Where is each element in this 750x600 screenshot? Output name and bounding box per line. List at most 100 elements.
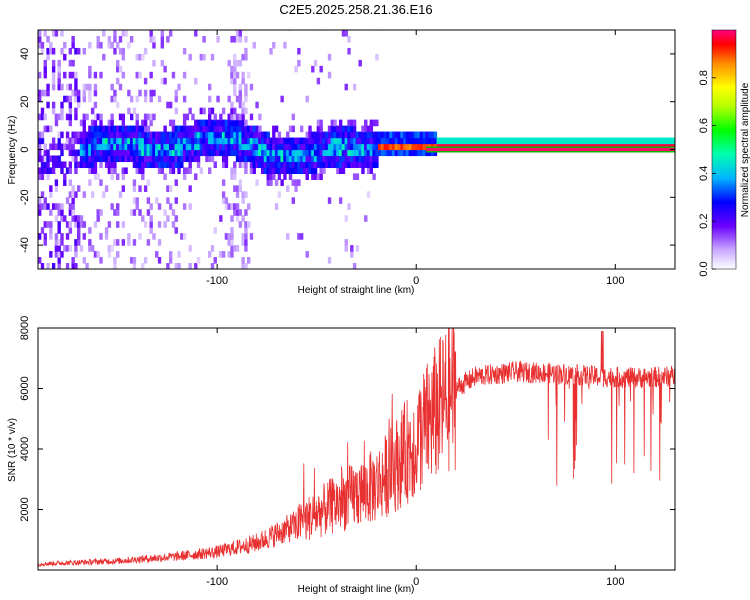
heatmap-cell bbox=[113, 239, 117, 246]
heatmap-cell bbox=[210, 155, 215, 163]
heatmap-cell bbox=[205, 149, 209, 157]
heatmap-cell bbox=[344, 131, 348, 139]
heatmap-cell bbox=[461, 137, 465, 145]
heatmap-cell bbox=[90, 149, 95, 157]
heatmap-cell bbox=[564, 137, 569, 145]
heatmap-cell bbox=[57, 77, 61, 85]
heatmap-cell bbox=[230, 251, 234, 258]
heatmap-cell bbox=[330, 149, 335, 157]
heatmap-cell bbox=[230, 227, 234, 234]
heatmap-cell bbox=[149, 149, 153, 157]
heatmap-cell bbox=[38, 143, 42, 151]
x-tick-label: -100 bbox=[206, 275, 228, 287]
heatmap-cell bbox=[110, 203, 114, 210]
heatmap-cell bbox=[372, 149, 376, 157]
heatmap-cell bbox=[51, 155, 56, 163]
heatmap-cell bbox=[43, 167, 47, 174]
heatmap-cell bbox=[124, 149, 128, 157]
heatmap-cell bbox=[146, 131, 151, 139]
heatmap-cell bbox=[124, 137, 128, 145]
heatmap-cell bbox=[230, 215, 234, 222]
heatmap-cell bbox=[241, 53, 245, 61]
heatmap-cell bbox=[116, 137, 120, 145]
heatmap-cell bbox=[182, 233, 187, 240]
heatmap-cell bbox=[202, 35, 206, 43]
heatmap-cell bbox=[110, 155, 114, 163]
heatmap-cell bbox=[152, 41, 156, 49]
heatmap-cell bbox=[322, 143, 326, 151]
heatmap-cell bbox=[96, 215, 100, 222]
heatmap-cell bbox=[244, 245, 248, 252]
heatmap-cell bbox=[38, 89, 42, 97]
heatmap-cell bbox=[233, 83, 237, 91]
heatmap-cell bbox=[68, 137, 73, 145]
heatmap-cell bbox=[68, 119, 73, 127]
heatmap-cell bbox=[478, 137, 482, 145]
heatmap-cell bbox=[121, 167, 125, 174]
heatmap-cell bbox=[355, 155, 360, 163]
heatmap-cell bbox=[291, 125, 295, 133]
heatmap-cell bbox=[174, 131, 178, 139]
heatmap-cell bbox=[149, 71, 153, 79]
heatmap-cell bbox=[205, 131, 209, 139]
heatmap-cell bbox=[46, 101, 50, 109]
heatmap-cell bbox=[235, 59, 240, 67]
heatmap-cell bbox=[182, 47, 187, 55]
heatmap-cell bbox=[330, 155, 335, 163]
heatmap-cell bbox=[88, 125, 92, 133]
heatmap-cell bbox=[408, 131, 413, 139]
heatmap-cell bbox=[160, 131, 165, 139]
heatmap-cell bbox=[79, 137, 84, 145]
heatmap-cell bbox=[38, 149, 42, 157]
colorbar: 0.00.20.40.60.8 Normalized spectral ampl… bbox=[698, 29, 750, 277]
heatmap-cell bbox=[138, 71, 142, 79]
x-tick-label: 100 bbox=[606, 576, 624, 588]
heatmap-cell bbox=[272, 41, 276, 49]
heatmap-cell bbox=[188, 161, 192, 169]
heatmap-cell bbox=[138, 161, 142, 169]
heatmap-cell bbox=[308, 125, 312, 133]
heatmap-cell bbox=[255, 101, 259, 109]
heatmap-cell bbox=[269, 179, 273, 186]
heatmap-cell bbox=[63, 179, 67, 186]
heatmap-cell bbox=[207, 125, 212, 133]
heatmap-cell bbox=[394, 131, 399, 139]
heatmap-cell bbox=[171, 155, 176, 163]
heatmap-cell bbox=[294, 137, 298, 145]
heatmap-cell bbox=[113, 137, 117, 145]
heatmap-cell bbox=[110, 41, 114, 49]
heatmap-cell bbox=[299, 233, 304, 240]
heatmap-cell bbox=[241, 149, 245, 157]
heatmap-cell bbox=[311, 149, 315, 157]
heatmap-cell bbox=[325, 137, 329, 145]
heatmap-cell bbox=[230, 107, 234, 115]
heatmap-cell bbox=[146, 113, 151, 121]
heatmap-cell bbox=[157, 131, 162, 139]
heatmap-cell bbox=[155, 149, 159, 157]
heatmap-cell bbox=[96, 131, 100, 139]
heatmap-cell bbox=[369, 125, 374, 133]
heatmap-cell bbox=[54, 251, 59, 258]
heatmap-cell bbox=[104, 131, 109, 139]
heatmap-cell bbox=[68, 245, 73, 252]
heatmap-cell bbox=[241, 191, 245, 198]
heatmap-cell bbox=[160, 155, 165, 163]
heatmap-cell bbox=[272, 125, 276, 133]
heatmap-cell bbox=[74, 83, 78, 91]
heatmap-cell bbox=[419, 149, 424, 157]
heatmap-cell bbox=[129, 113, 134, 121]
heatmap-cell bbox=[274, 125, 279, 133]
heatmap-cell bbox=[199, 131, 204, 139]
heatmap-cell bbox=[82, 137, 86, 145]
heatmap-cell bbox=[291, 179, 295, 186]
heatmap-cell bbox=[238, 119, 243, 127]
heatmap-cell bbox=[322, 167, 326, 174]
heatmap-cell bbox=[90, 143, 95, 151]
heatmap-cell bbox=[88, 239, 92, 246]
heatmap-cell bbox=[68, 227, 73, 234]
heatmap-cell bbox=[322, 131, 326, 139]
heatmap-cell bbox=[241, 113, 245, 121]
heatmap-cell bbox=[110, 125, 114, 133]
heatmap-cell bbox=[302, 161, 307, 169]
heatmap-cell bbox=[347, 125, 351, 133]
